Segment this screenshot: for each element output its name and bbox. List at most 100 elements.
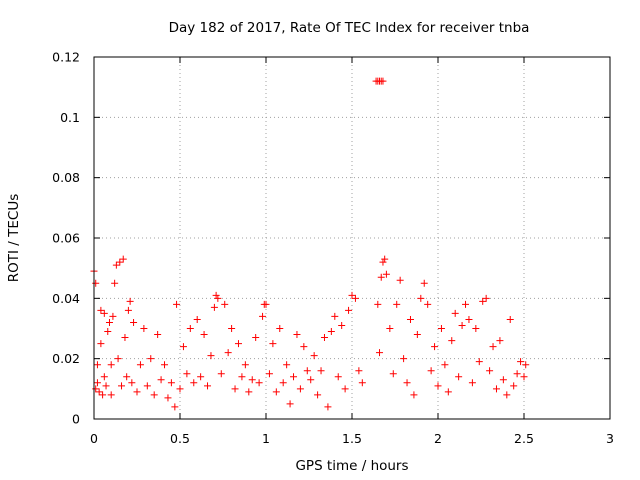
data-point — [486, 367, 494, 375]
data-point — [114, 355, 122, 363]
data-point — [393, 300, 401, 308]
data-point — [183, 370, 191, 378]
data-point — [310, 352, 318, 360]
data-point — [517, 358, 525, 366]
data-point — [376, 349, 384, 357]
y-tick-label: 0.12 — [52, 50, 80, 65]
data-point — [338, 321, 346, 329]
data-point — [176, 385, 184, 393]
data-point — [107, 391, 115, 399]
data-point — [200, 331, 208, 339]
data-point — [324, 403, 332, 411]
data-point — [489, 343, 497, 351]
x-axis-label: GPS time / hours — [295, 458, 408, 474]
data-point — [133, 388, 141, 396]
data-point — [479, 297, 487, 305]
x-tick-label: 0 — [90, 431, 98, 446]
data-point — [303, 367, 311, 375]
data-point — [444, 388, 452, 396]
x-tick-label: 0.5 — [170, 431, 190, 446]
data-point — [157, 376, 165, 384]
data-point — [413, 331, 421, 339]
data-point — [245, 388, 253, 396]
data-point — [379, 258, 387, 266]
data-point — [92, 385, 100, 393]
data-point — [124, 306, 132, 314]
x-tick-label: 1.5 — [342, 431, 362, 446]
data-point — [396, 276, 404, 284]
data-point — [272, 388, 280, 396]
data-point — [503, 391, 511, 399]
data-point — [255, 379, 263, 387]
data-point — [283, 361, 291, 369]
data-point — [104, 328, 112, 336]
data-point — [458, 321, 466, 329]
data-point — [448, 337, 456, 345]
data-point — [167, 379, 175, 387]
data-point — [351, 294, 359, 302]
data-point — [386, 325, 394, 332]
data-point — [307, 376, 315, 384]
data-point — [389, 370, 397, 378]
data-point — [161, 361, 169, 369]
data-point — [465, 315, 473, 323]
data-point — [231, 385, 239, 393]
gridlines — [94, 57, 610, 419]
data-point — [241, 361, 249, 369]
data-point — [136, 361, 144, 369]
data-point — [522, 361, 530, 369]
data-point — [320, 334, 328, 342]
data-point — [217, 370, 225, 378]
data-point — [111, 279, 119, 287]
data-point — [334, 373, 342, 381]
data-point — [482, 294, 490, 302]
data-point — [499, 376, 507, 384]
data-point — [102, 382, 110, 390]
data-point — [276, 325, 284, 332]
data-point — [179, 343, 187, 351]
y-tick-label: 0.1 — [60, 110, 80, 125]
data-point — [377, 273, 385, 281]
data-point — [207, 352, 215, 360]
data-point — [221, 300, 229, 308]
data-point — [434, 382, 442, 390]
data-point — [234, 340, 242, 348]
data-point — [520, 373, 528, 381]
y-tick-label: 0.08 — [52, 170, 80, 185]
x-tick-label: 2 — [434, 431, 442, 446]
data-point — [228, 325, 236, 332]
data-point — [119, 255, 127, 263]
data-point — [97, 306, 105, 314]
data-point — [331, 312, 339, 320]
data-point — [286, 400, 294, 408]
data-point — [455, 373, 463, 381]
data-point — [107, 361, 115, 369]
data-point — [197, 373, 205, 381]
data-point — [400, 355, 408, 363]
data-point — [269, 340, 277, 348]
y-tick-label: 0.04 — [52, 291, 80, 306]
data-point — [210, 303, 218, 311]
data-point — [475, 358, 483, 366]
data-point — [92, 279, 100, 287]
data-point — [293, 331, 301, 339]
data-point — [123, 373, 131, 381]
data-point — [118, 382, 126, 390]
data-point — [190, 379, 198, 387]
y-tick-label: 0 — [72, 412, 80, 427]
data-point — [345, 306, 353, 314]
y-axis-label: ROTI / TECUs — [6, 194, 22, 282]
data-point — [424, 300, 432, 308]
data-point — [154, 331, 162, 339]
data-point — [248, 376, 256, 384]
data-point — [265, 370, 273, 378]
data-point — [341, 385, 349, 393]
data-point — [186, 325, 194, 332]
data-point — [279, 379, 287, 387]
data-point — [143, 382, 151, 390]
data-point — [381, 255, 389, 263]
data-point — [224, 349, 232, 357]
x-tick-label: 1 — [262, 431, 270, 446]
data-point — [105, 318, 113, 326]
